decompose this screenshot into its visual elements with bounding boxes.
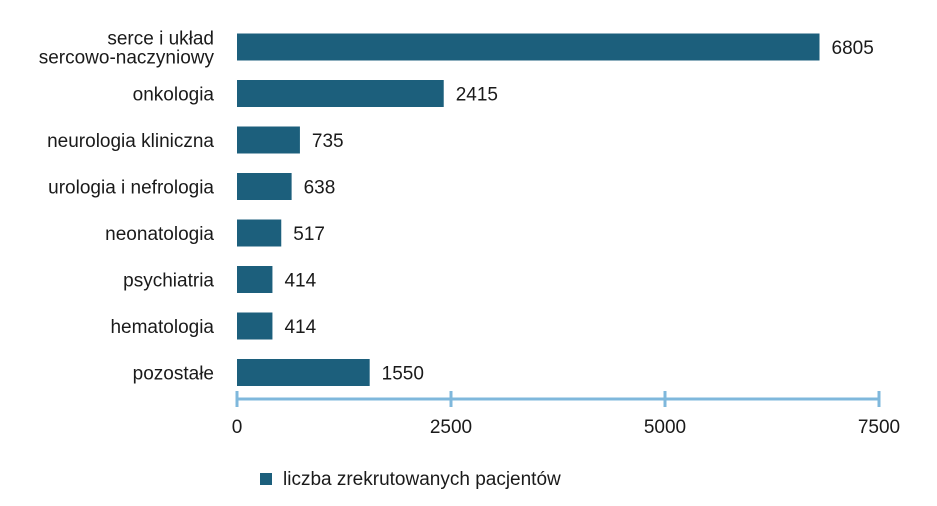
bar: [237, 312, 273, 340]
category-label: sercowo-naczyniowy: [39, 48, 215, 69]
x-tick-label: 0: [232, 417, 243, 438]
category-label: urologia i nefrologia: [48, 178, 214, 199]
category-label: hematologia: [110, 317, 214, 338]
category-label: neonatologia: [105, 224, 214, 245]
category-label: pozostałe: [133, 364, 214, 385]
bar: [237, 266, 273, 293]
data-label: 1550: [382, 364, 424, 385]
category-label: onkologia: [133, 85, 215, 106]
data-label: 414: [284, 317, 316, 338]
legend-label: liczba zrekrutowanych pacjentów: [283, 469, 561, 490]
bar: [237, 80, 444, 107]
category-label: serce i układ: [107, 29, 214, 50]
bar: [237, 219, 282, 247]
x-tick-label: 2500: [430, 417, 472, 438]
category-label: neurologia kliniczna: [47, 131, 214, 152]
data-label: 414: [284, 271, 316, 292]
bar: [237, 173, 292, 200]
category-label: psychiatria: [123, 271, 214, 292]
data-label: 638: [304, 178, 336, 199]
data-label: 6805: [832, 38, 874, 59]
bar: [237, 126, 300, 154]
data-label: 2415: [456, 85, 498, 106]
bar: [237, 359, 370, 386]
x-tick-label: 7500: [858, 417, 900, 438]
bar: [237, 33, 820, 61]
data-label: 735: [312, 131, 344, 152]
x-tick-label: 5000: [644, 417, 686, 438]
legend-swatch: [260, 473, 272, 485]
data-label: 517: [293, 224, 325, 245]
